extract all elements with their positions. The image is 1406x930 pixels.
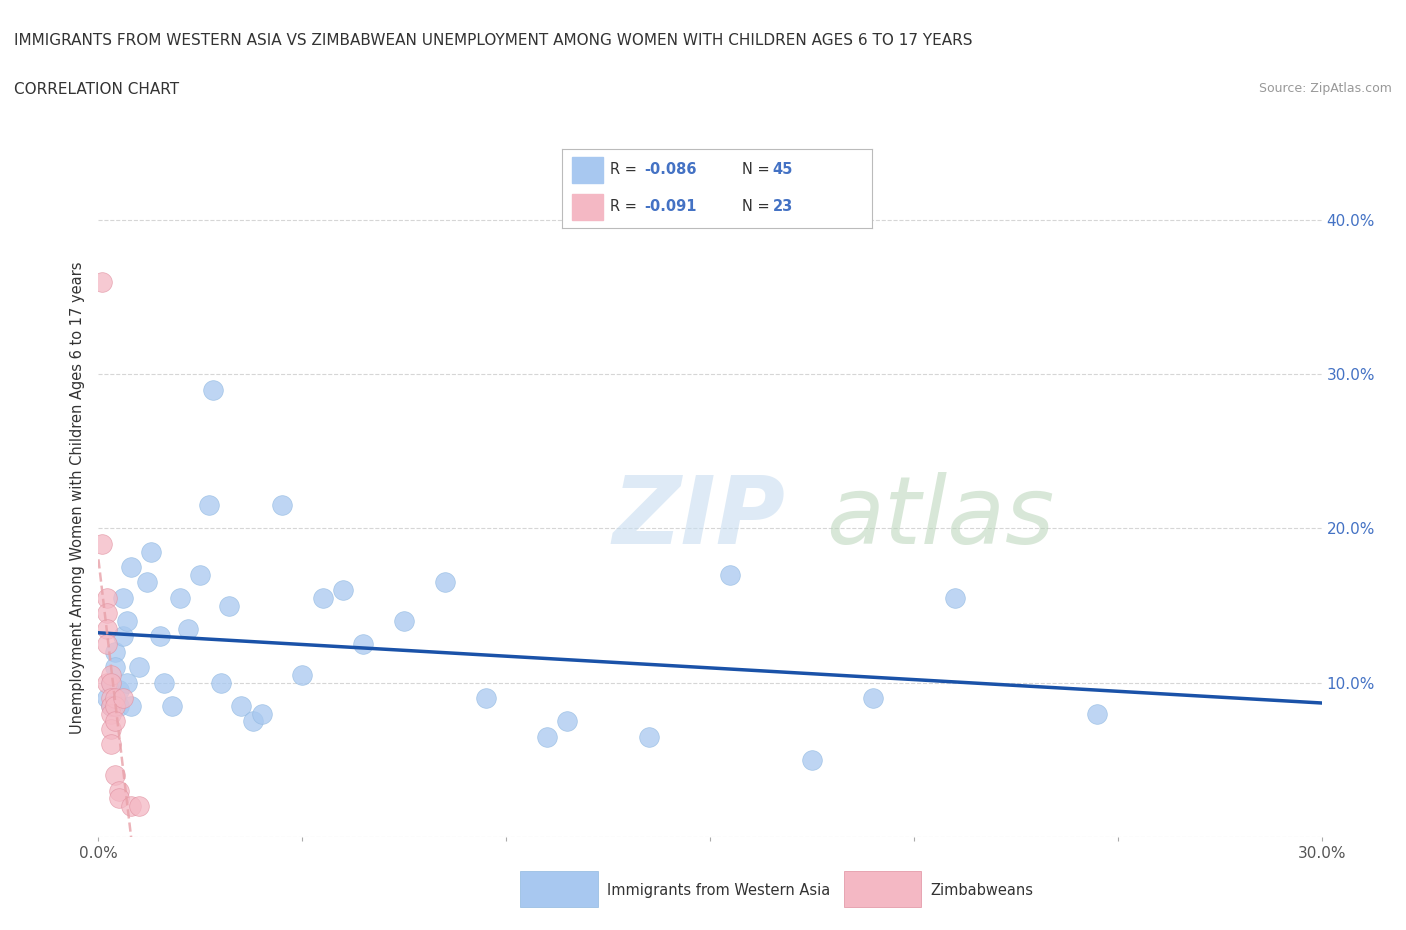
Point — [312, 591, 335, 605]
Point — [115, 614, 138, 629]
Point — [120, 799, 142, 814]
Point — [100, 706, 122, 721]
Point — [100, 737, 122, 751]
Point — [218, 598, 240, 613]
Point — [201, 382, 224, 397]
Text: ZIP: ZIP — [612, 472, 785, 564]
Point — [136, 575, 159, 590]
Point — [943, 591, 966, 605]
Point — [638, 729, 661, 744]
Point — [152, 675, 174, 690]
Point — [100, 698, 122, 713]
Point — [115, 675, 138, 690]
Text: Immigrants from Western Asia: Immigrants from Western Asia — [607, 884, 831, 898]
Text: atlas: atlas — [827, 472, 1054, 564]
Point — [209, 675, 232, 690]
Point — [197, 498, 219, 512]
Point — [100, 668, 122, 683]
Point — [474, 691, 498, 706]
Point — [536, 729, 558, 744]
Point — [557, 714, 579, 729]
Point — [111, 591, 134, 605]
Point — [96, 675, 118, 690]
Text: CORRELATION CHART: CORRELATION CHART — [14, 82, 179, 97]
Point — [96, 691, 118, 706]
Point — [169, 591, 191, 605]
Point — [104, 768, 127, 783]
Point — [91, 537, 114, 551]
Point — [332, 583, 354, 598]
Text: IMMIGRANTS FROM WESTERN ASIA VS ZIMBABWEAN UNEMPLOYMENT AMONG WOMEN WITH CHILDRE: IMMIGRANTS FROM WESTERN ASIA VS ZIMBABWE… — [14, 33, 973, 47]
Point — [862, 691, 884, 706]
Point — [108, 683, 131, 698]
Point — [352, 637, 374, 652]
Point — [104, 714, 127, 729]
Point — [96, 621, 118, 636]
Text: 23: 23 — [773, 199, 793, 215]
Point — [291, 668, 314, 683]
Point — [434, 575, 457, 590]
Point — [120, 560, 142, 575]
Text: -0.091: -0.091 — [644, 199, 697, 215]
Point — [231, 698, 253, 713]
Point — [100, 675, 122, 690]
Bar — [572, 193, 603, 220]
Point — [392, 614, 416, 629]
Text: 45: 45 — [773, 162, 793, 178]
Point — [242, 714, 264, 729]
Point — [120, 698, 142, 713]
Text: Source: ZipAtlas.com: Source: ZipAtlas.com — [1258, 82, 1392, 95]
Point — [108, 783, 131, 798]
Point — [96, 591, 118, 605]
Text: R =: R = — [610, 162, 643, 178]
Point — [100, 722, 122, 737]
Point — [100, 675, 122, 690]
Y-axis label: Unemployment Among Women with Children Ages 6 to 17 years: Unemployment Among Women with Children A… — [70, 261, 86, 734]
Point — [100, 698, 122, 713]
Text: Zimbabweans: Zimbabweans — [931, 884, 1033, 898]
Text: N =: N = — [742, 199, 775, 215]
Point — [100, 691, 122, 706]
Bar — [572, 157, 603, 183]
Point — [104, 644, 127, 659]
Point — [104, 660, 127, 675]
Point — [801, 752, 824, 767]
Point — [128, 799, 150, 814]
Point — [111, 691, 134, 706]
Point — [104, 691, 127, 706]
Text: R =: R = — [610, 199, 643, 215]
Point — [104, 698, 127, 713]
Point — [108, 698, 131, 713]
Point — [91, 274, 114, 289]
Point — [188, 567, 212, 582]
Point — [96, 605, 118, 620]
Text: -0.086: -0.086 — [644, 162, 697, 178]
Point — [141, 544, 163, 559]
Point — [128, 660, 150, 675]
Point — [177, 621, 200, 636]
Point — [96, 637, 118, 652]
Point — [250, 706, 273, 721]
Point — [108, 791, 131, 806]
Point — [1085, 706, 1108, 721]
Point — [270, 498, 294, 512]
Point — [111, 629, 134, 644]
Text: N =: N = — [742, 162, 775, 178]
Point — [720, 567, 742, 582]
Point — [160, 698, 183, 713]
Point — [149, 629, 172, 644]
